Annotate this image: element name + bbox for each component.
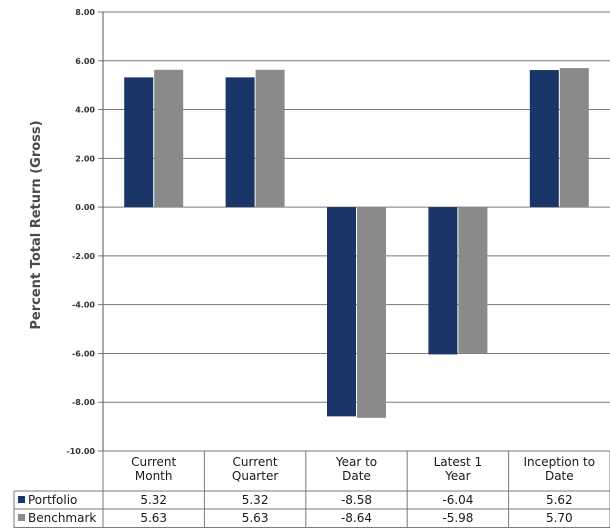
benchmark-bar <box>357 207 386 418</box>
data-label: -8.58 <box>341 493 372 507</box>
y-tick-label: -6.00 <box>72 349 95 358</box>
category-label: Year <box>444 469 470 483</box>
y-tick-label: 6.00 <box>75 57 95 66</box>
y-tick-label: -8.00 <box>72 398 95 407</box>
benchmark-bar <box>458 207 488 353</box>
legend-label: Portfolio <box>28 493 77 507</box>
category-label: Quarter <box>232 469 278 483</box>
y-tick-label: 0.00 <box>75 203 95 212</box>
category-label: Date <box>545 469 574 483</box>
benchmark-bar <box>255 69 285 208</box>
y-tick-label: 2.00 <box>75 154 95 163</box>
y-tick-label: 8.00 <box>75 8 95 17</box>
category-label: Year to <box>335 455 377 469</box>
portfolio-bar <box>124 77 154 208</box>
category-label: Current <box>233 455 278 469</box>
data-label: 5.70 <box>546 511 573 525</box>
category-label: Current <box>131 455 176 469</box>
data-label: -6.04 <box>442 493 473 507</box>
y-tick-label: -4.00 <box>72 301 95 310</box>
data-label: 5.63 <box>242 511 269 525</box>
portfolio-bar <box>327 207 356 417</box>
y-tick-label: 4.00 <box>75 106 95 115</box>
y-axis-ticks: 8.00 6.00 4.00 2.00 0.00 -2.00 -4.00 -6.00 -8.00… <box>66 8 95 456</box>
category-label: Month <box>135 469 173 483</box>
category-label: Latest 1 <box>434 455 483 469</box>
portfolio-bar <box>529 70 559 208</box>
category-label: Inception to <box>524 455 596 469</box>
data-label: -8.64 <box>341 511 372 525</box>
bars <box>124 68 589 418</box>
legend-swatch <box>18 514 25 521</box>
data-label: -5.98 <box>442 511 473 525</box>
data-label: 5.32 <box>242 493 269 507</box>
y-axis-label: Percent Total Return (Gross) <box>29 120 44 329</box>
y-tick-label: -10.00 <box>66 447 95 456</box>
benchmark-bar <box>559 68 589 208</box>
benchmark-bar <box>154 69 184 208</box>
y-tick-label: -2.00 <box>72 252 95 261</box>
category-label: Date <box>342 469 371 483</box>
portfolio-bar <box>225 77 255 208</box>
portfolio-bar <box>428 207 458 355</box>
data-label: 5.32 <box>140 493 167 507</box>
data-label: 5.62 <box>546 493 573 507</box>
data-label: 5.63 <box>140 511 167 525</box>
legend-swatch <box>18 496 25 503</box>
legend-label: Benchmark <box>28 511 96 525</box>
